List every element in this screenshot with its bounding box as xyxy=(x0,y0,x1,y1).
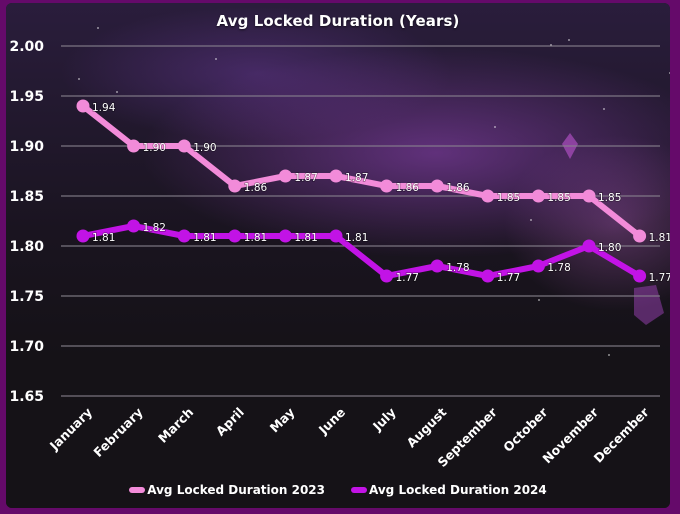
legend-item-2023[interactable]: Avg Locked Duration 2023 xyxy=(129,483,325,497)
x-tick-label: April xyxy=(213,405,247,439)
y-tick-label: 1.65 xyxy=(9,389,44,405)
x-tick-label: February xyxy=(90,405,145,460)
data-label: 1.77 xyxy=(649,272,670,284)
x-tick-label: March xyxy=(155,405,196,446)
data-point xyxy=(481,269,495,283)
x-tick-label: January xyxy=(46,405,95,454)
legend-swatch-2023 xyxy=(129,487,146,493)
data-point xyxy=(633,269,647,283)
data-label: 1.86 xyxy=(396,182,420,194)
data-point xyxy=(278,169,292,183)
data-label: 1.78 xyxy=(446,262,469,274)
x-tick-label: August xyxy=(403,405,449,451)
data-point xyxy=(228,229,242,243)
sparkle-dot xyxy=(97,27,99,29)
x-tick-label: May xyxy=(267,405,298,436)
data-label: 1.90 xyxy=(193,142,216,154)
y-tick-label: 1.80 xyxy=(9,239,44,255)
sparkle-dot xyxy=(568,39,570,41)
chart-title: Avg Locked Duration (Years) xyxy=(216,12,460,30)
x-tick-label: October xyxy=(500,404,551,455)
sparkle-dot xyxy=(494,126,496,128)
sparkle-dot xyxy=(538,299,540,301)
legend-item-2024[interactable]: Avg Locked Duration 2024 xyxy=(351,483,547,497)
series-2024: 1.81 1.82 1.81 1.81 1.81 1.81 1.77 1.78 1.77 1.78… xyxy=(76,219,670,285)
data-label: 1.81 xyxy=(92,232,115,244)
data-point xyxy=(430,259,444,273)
data-label: 1.81 xyxy=(345,232,368,244)
y-tick-label: 1.90 xyxy=(9,139,44,155)
data-label: 1.87 xyxy=(294,172,317,184)
data-point xyxy=(380,179,394,193)
y-tick-label: 1.75 xyxy=(9,289,44,305)
sparkle-dot xyxy=(608,354,610,356)
data-label: 1.78 xyxy=(547,262,570,274)
data-point xyxy=(278,229,292,243)
sparkle-dot xyxy=(78,78,80,80)
data-label: 1.85 xyxy=(497,192,520,204)
data-label: 1.86 xyxy=(244,182,268,194)
series-group: 1.94 1.90 1.90 1.86 1.87 1.87 1.86 1.86 1.85 1.85… xyxy=(76,99,670,285)
sparkle-dot xyxy=(603,108,605,110)
data-label: 1.90 xyxy=(143,142,166,154)
data-label: 1.81 xyxy=(193,232,216,244)
data-label: 1.82 xyxy=(143,222,166,234)
data-point xyxy=(329,169,343,183)
data-label: 1.77 xyxy=(497,272,520,284)
data-point xyxy=(228,179,242,193)
sparkle-dot xyxy=(215,58,217,60)
decorative-sparkles xyxy=(78,27,670,356)
data-label: 1.81 xyxy=(244,232,267,244)
data-label: 1.81 xyxy=(294,232,317,244)
data-point xyxy=(127,219,141,233)
data-point xyxy=(582,189,596,203)
y-tick-label: 1.70 xyxy=(9,339,44,355)
data-label: 1.85 xyxy=(547,192,570,204)
y-tick-label: 2.00 xyxy=(9,39,44,55)
series-line xyxy=(80,103,643,239)
crystal-decoration xyxy=(634,285,664,325)
legend-label-2023: Avg Locked Duration 2023 xyxy=(147,483,325,497)
data-point xyxy=(531,259,545,273)
series-line xyxy=(80,223,643,279)
data-point xyxy=(582,239,596,253)
series-2023: 1.94 1.90 1.90 1.86 1.87 1.87 1.86 1.86 1.85 1.85… xyxy=(76,99,670,245)
legend-swatch-2024 xyxy=(351,487,367,493)
data-label: 1.86 xyxy=(446,182,470,194)
data-point xyxy=(481,189,495,203)
data-label: 1.81 xyxy=(649,232,670,244)
data-label: 1.85 xyxy=(598,192,621,204)
y-axis-ticks: 1.65 1.70 1.75 1.80 1.85 1.90 1.95 2.00 xyxy=(9,39,44,405)
data-label: 1.94 xyxy=(92,102,116,114)
gridlines xyxy=(61,45,660,397)
data-point xyxy=(380,269,394,283)
legend-label-2024: Avg Locked Duration 2024 xyxy=(369,483,547,497)
x-tick-label: June xyxy=(315,405,348,438)
chart-panel: 1.65 1.70 1.75 1.80 1.85 1.90 1.95 2.00 January… xyxy=(6,3,670,508)
sparkle-dot xyxy=(530,219,532,221)
y-tick-label: 1.95 xyxy=(9,89,44,105)
data-point xyxy=(127,139,141,153)
data-point xyxy=(531,189,545,203)
legend: Avg Locked Duration 2023 Avg Locked Dura… xyxy=(6,483,670,497)
data-point xyxy=(177,139,191,153)
x-tick-label: December xyxy=(591,404,653,466)
data-label: 1.87 xyxy=(345,172,368,184)
data-point xyxy=(430,179,444,193)
line-chart: 1.65 1.70 1.75 1.80 1.85 1.90 1.95 2.00 January… xyxy=(9,27,670,470)
data-point xyxy=(76,99,90,113)
data-point xyxy=(76,229,90,243)
data-point xyxy=(633,229,647,243)
data-point xyxy=(177,229,191,243)
data-label: 1.80 xyxy=(598,242,621,254)
data-label: 1.77 xyxy=(396,272,419,284)
x-tick-label: July xyxy=(369,405,399,435)
sparkle-dot xyxy=(116,91,118,93)
sparkle-dot xyxy=(669,72,670,74)
data-point xyxy=(329,229,343,243)
y-tick-label: 1.85 xyxy=(9,189,44,205)
